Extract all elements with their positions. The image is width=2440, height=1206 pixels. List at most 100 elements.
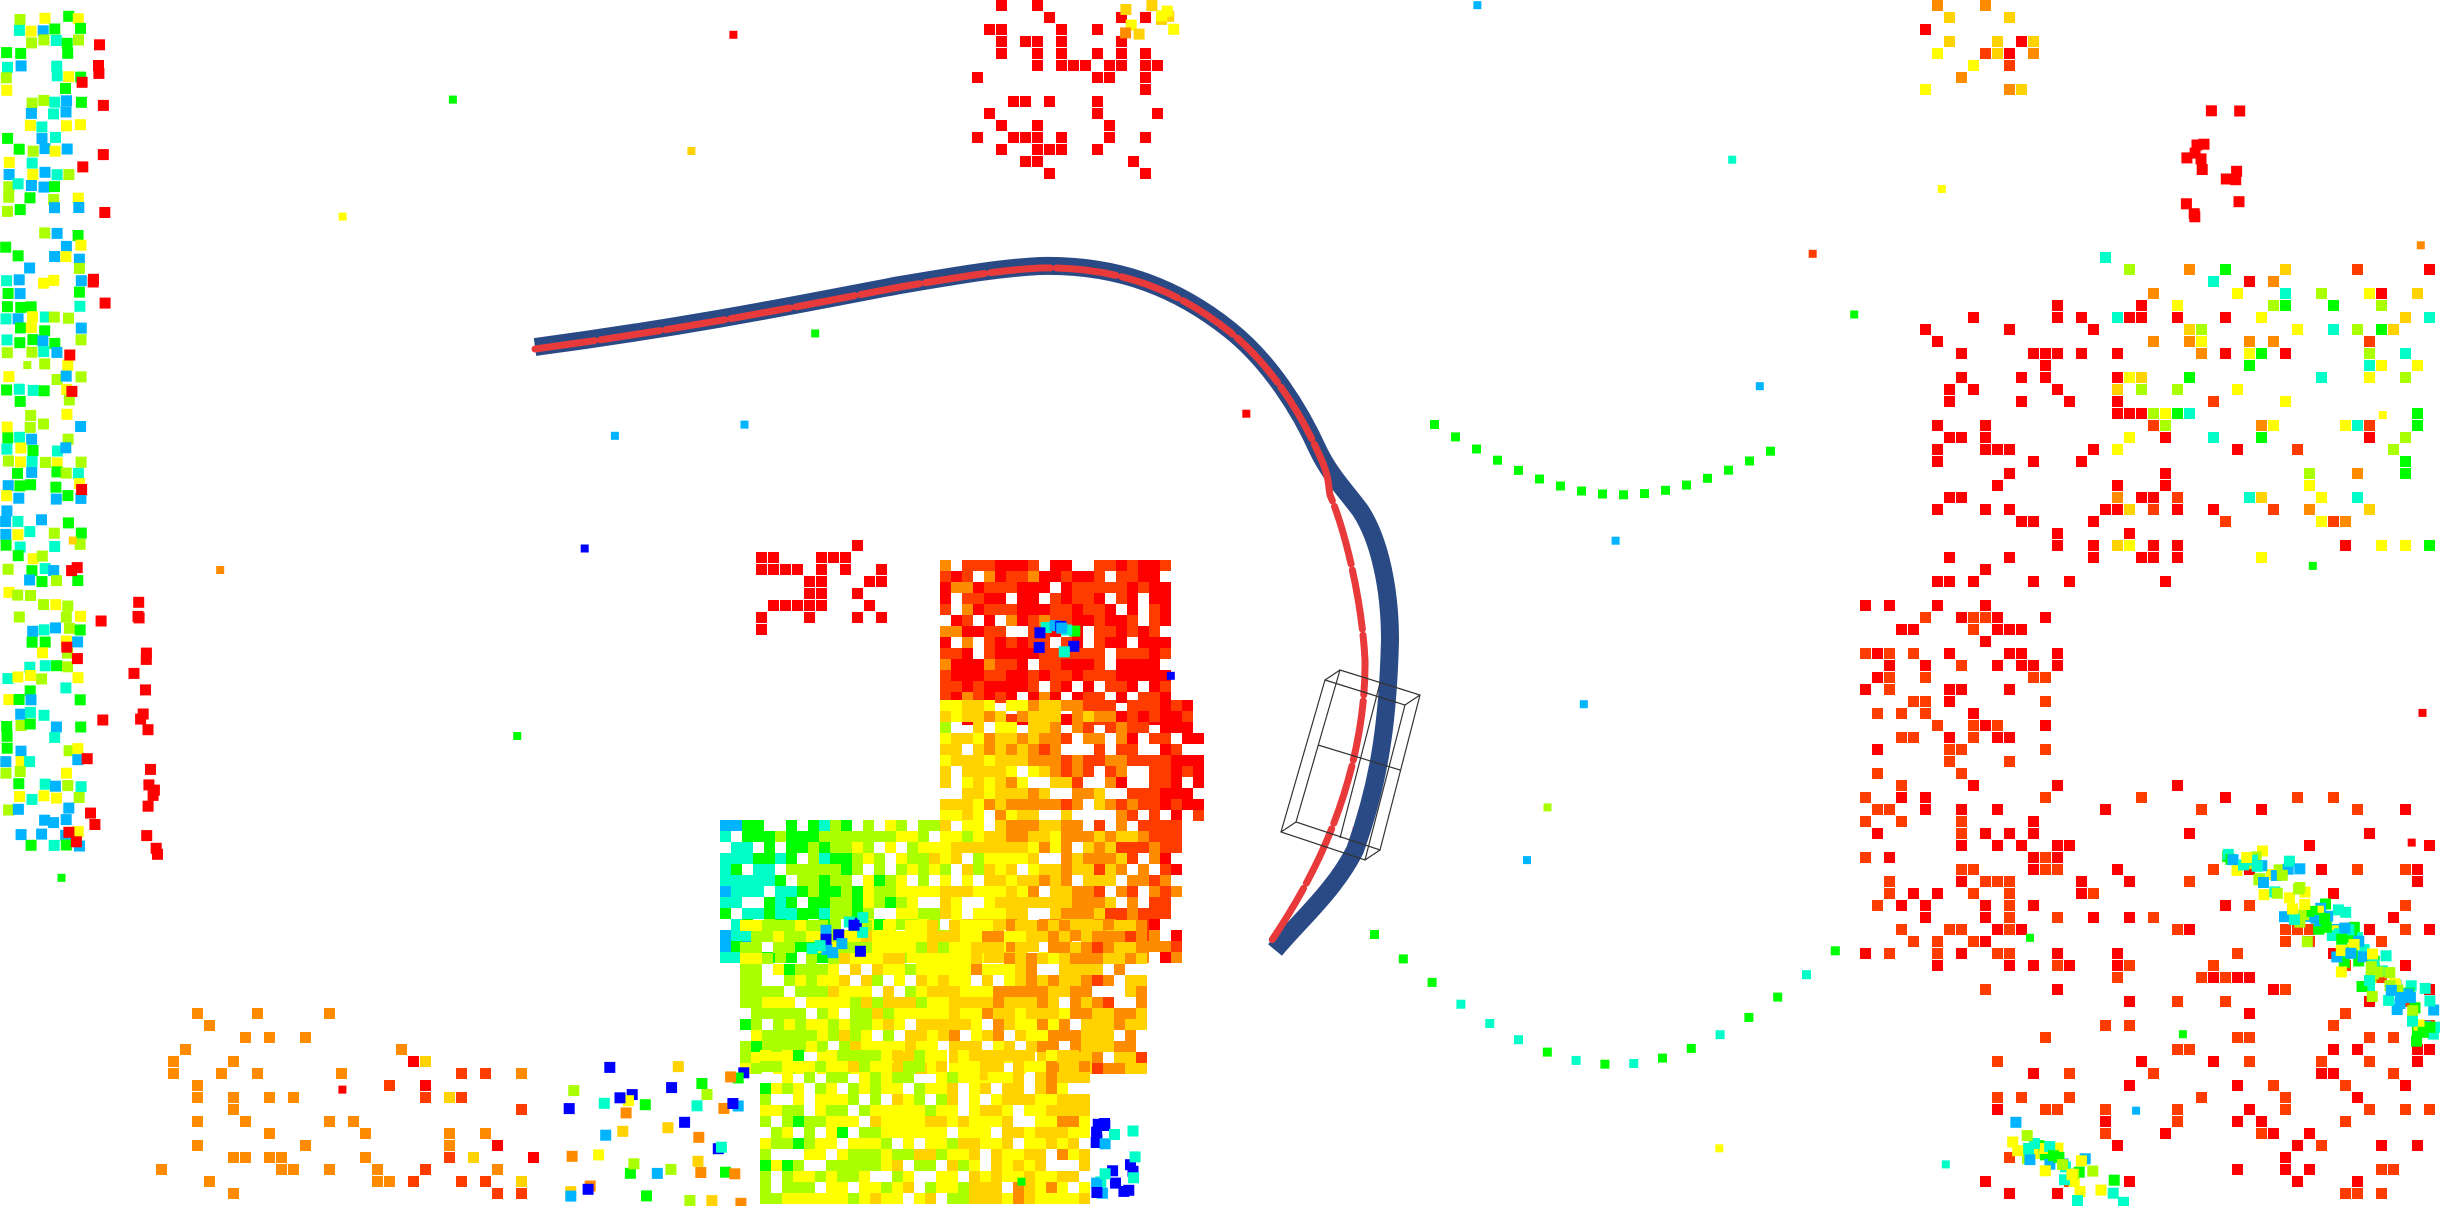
- lidar-point: [15, 720, 27, 731]
- lidar-point: [2184, 336, 2195, 347]
- lidar-point: [826, 1160, 837, 1171]
- lidar-point: [784, 1041, 795, 1052]
- lidar-point: [720, 897, 731, 908]
- lidar-point: [2088, 324, 2099, 335]
- lidar-point: [1068, 1127, 1079, 1138]
- lidar-point: [793, 1083, 804, 1094]
- lidar-point: [598, 1097, 610, 1109]
- lidar-point: [665, 1163, 677, 1175]
- lidar-point: [949, 1052, 960, 1063]
- lidar-point: [1171, 799, 1182, 810]
- lidar-point: [804, 1193, 815, 1204]
- lidar-point: [1136, 997, 1147, 1008]
- lidar-point: [1808, 249, 1817, 258]
- lidar-point: [1149, 919, 1160, 930]
- lidar-point: [940, 875, 951, 886]
- lidar-point: [51, 660, 63, 672]
- lidar-point: [72, 467, 84, 479]
- lidar-point: [742, 930, 753, 941]
- lidar-point: [1149, 648, 1160, 659]
- lidar-point: [12, 250, 24, 262]
- lidar-point: [1105, 864, 1116, 875]
- lidar-point: [1149, 681, 1160, 692]
- lidar-point: [1092, 1008, 1103, 1019]
- lidar-point: [2040, 360, 2051, 371]
- lidar-point: [1600, 1059, 1610, 1069]
- lidar-point: [775, 886, 786, 897]
- lidar-point: [2208, 432, 2219, 443]
- lidar-point: [1932, 888, 1943, 899]
- lidar-point: [960, 964, 971, 975]
- lidar-point: [949, 953, 960, 964]
- lidar-point: [863, 897, 874, 908]
- lidar-point: [962, 886, 973, 897]
- lidar-point: [216, 1068, 227, 1079]
- lidar-point: [914, 1061, 925, 1072]
- lidar-point: [12, 313, 24, 325]
- lidar-point: [1017, 897, 1028, 908]
- lidar-point: [850, 997, 861, 1008]
- lidar-point: [36, 673, 48, 685]
- lidar-point: [2294, 863, 2306, 875]
- lidar-point: [2316, 288, 2327, 299]
- lidar-point: [784, 1008, 795, 1019]
- lidar-point: [892, 1116, 903, 1127]
- lidar-point: [1138, 582, 1149, 593]
- lidar-point: [936, 1083, 947, 1094]
- lidar-point: [1061, 593, 1072, 604]
- lidar-point: [1092, 72, 1103, 83]
- lidar-point: [1860, 600, 1871, 611]
- lidar-point: [2400, 864, 2411, 875]
- lidar-point: [817, 1041, 828, 1052]
- lidar-point: [815, 1116, 826, 1127]
- lidar-point: [1884, 684, 1895, 695]
- lidar-point: [1116, 777, 1127, 788]
- lidar-point: [1956, 828, 1967, 839]
- lidar-point: [2304, 504, 2315, 515]
- lidar-point: [848, 1083, 859, 1094]
- lidar-point: [51, 60, 63, 72]
- lidar-point: [1006, 722, 1017, 733]
- lidar-point: [940, 755, 951, 766]
- lidar-point: [936, 1149, 947, 1160]
- lidar-point: [806, 1019, 817, 1030]
- lidar-point: [24, 670, 36, 681]
- lidar-point: [1, 490, 13, 502]
- lidar-point: [995, 952, 1006, 963]
- lidar-point: [1037, 997, 1048, 1008]
- lidar-point: [15, 301, 27, 313]
- lidar-point: [903, 1182, 914, 1193]
- lidar-point: [797, 831, 808, 842]
- lidar-point: [1611, 536, 1620, 545]
- lidar-point: [940, 648, 951, 659]
- lidar-point: [2340, 1116, 2351, 1127]
- lidar-point: [1884, 600, 1895, 611]
- lidar-point: [830, 853, 841, 864]
- lidar-point: [1127, 560, 1138, 571]
- lidar-point: [786, 952, 797, 963]
- lidar-point: [2270, 870, 2282, 881]
- lidar-point: [775, 831, 786, 842]
- lidar-point: [132, 610, 144, 622]
- lidar-point: [338, 1085, 347, 1094]
- lidar-point: [2268, 336, 2279, 347]
- lidar-point: [962, 571, 973, 582]
- lidar-point: [651, 1167, 663, 1179]
- lidar-point: [1138, 755, 1149, 766]
- lidar-point: [848, 1050, 859, 1061]
- lidar-point: [859, 1061, 870, 1072]
- lidar-point: [872, 931, 883, 942]
- lidar-point: [1017, 777, 1028, 788]
- lidar-point: [1171, 820, 1182, 831]
- lidar-point: [1103, 1030, 1114, 1041]
- lidar-point: [1127, 733, 1138, 744]
- lidar-point: [914, 1149, 925, 1160]
- lidar-point: [784, 997, 795, 1008]
- lidar-point: [1116, 670, 1127, 681]
- lidar-point: [2304, 480, 2315, 491]
- lidar-point: [984, 615, 995, 626]
- lidar-point: [2136, 384, 2147, 395]
- lidar-point: [833, 929, 845, 941]
- lidar-point: [51, 575, 62, 587]
- lidar-point: [1116, 615, 1127, 626]
